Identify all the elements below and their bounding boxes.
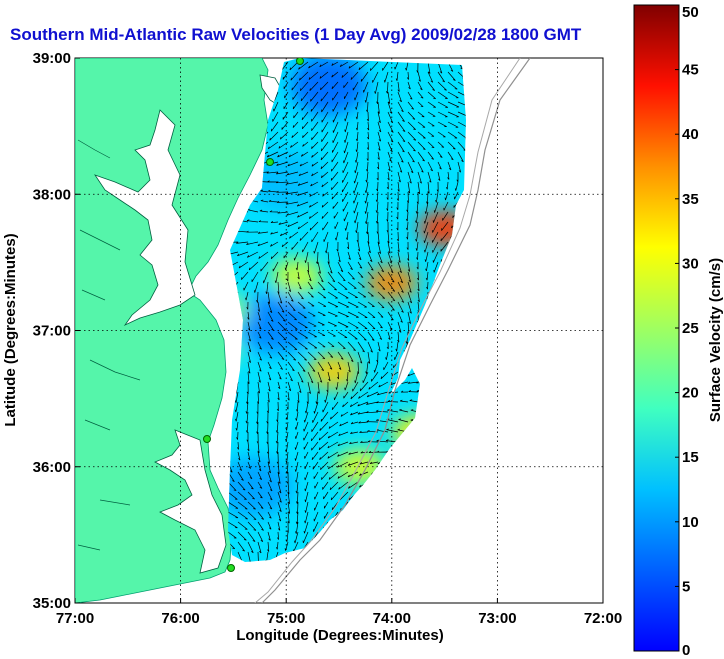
colorbar-tick-label: 40 [682, 126, 699, 143]
colorbar-tick-label: 30 [682, 255, 699, 272]
velocity-hotspot [365, 264, 418, 301]
grid-lines [75, 58, 603, 603]
y-tick-label: 36:00 [33, 459, 71, 476]
colorbar-tick-label: 0 [682, 642, 690, 659]
isobath-2 [254, 58, 521, 603]
x-axis-label: Longitude (Degrees:Minutes) [236, 627, 444, 644]
x-tick-label: 74:00 [373, 610, 411, 627]
radar-site [227, 564, 235, 572]
colorbar-tick-label: 5 [682, 578, 690, 595]
chesapeake-bay [94, 109, 196, 326]
velocity-coldspot [290, 58, 367, 116]
x-tick-label: 73:00 [478, 610, 516, 627]
radar-site [296, 58, 304, 65]
colorbar-tick-label: 15 [682, 449, 699, 466]
y-axis-label: Latitude (Degrees:Minutes) [2, 233, 19, 426]
y-tick-label: 37:00 [33, 323, 71, 340]
isobath-1 [261, 58, 531, 603]
radar-site [203, 435, 211, 443]
coastline-detail [77, 139, 141, 551]
radar-site [266, 158, 274, 166]
colorbar-tick-label: 20 [682, 385, 699, 402]
velocity-coldspot [237, 293, 314, 354]
y-axis: 39:00 38:00 37:00 36:00 35:00 [33, 50, 80, 612]
y-tick-label: 39:00 [33, 50, 71, 67]
y-tick-label: 35:00 [33, 595, 71, 612]
velocity-coldspot [228, 457, 293, 518]
colorbar-tick-label: 10 [682, 514, 699, 531]
radar-sites [203, 58, 304, 572]
x-axis: 77:00 76:00 75:00 74:00 73:00 72:00 [56, 598, 622, 627]
chart-title: Southern Mid-Atlantic Raw Velocities (1 … [10, 25, 582, 44]
colorbar-tick-label: 50 [682, 4, 699, 21]
x-tick-label: 72:00 [584, 610, 622, 627]
plot-area: 77:00 76:00 75:00 74:00 73:00 72:00 39:00 38:0… [33, 50, 623, 627]
pamlico-sound [154, 429, 227, 574]
colorbar-tick-label: 25 [682, 320, 699, 337]
colorbar-scale [633, 4, 680, 652]
colorbar: 0 5 10 15 20 25 30 35 40 45 50 Surface Velocity (c… [633, 4, 724, 659]
colorbar-tick-label: 45 [682, 62, 699, 79]
y-tick-label: 38:00 [33, 186, 71, 203]
colorbar-tick-label: 35 [682, 191, 699, 208]
x-tick-label: 77:00 [56, 610, 94, 627]
x-tick-label: 76:00 [161, 610, 199, 627]
colorbar-label: Surface Velocity (cm/s) [707, 258, 724, 422]
x-tick-label: 75:00 [267, 610, 305, 627]
